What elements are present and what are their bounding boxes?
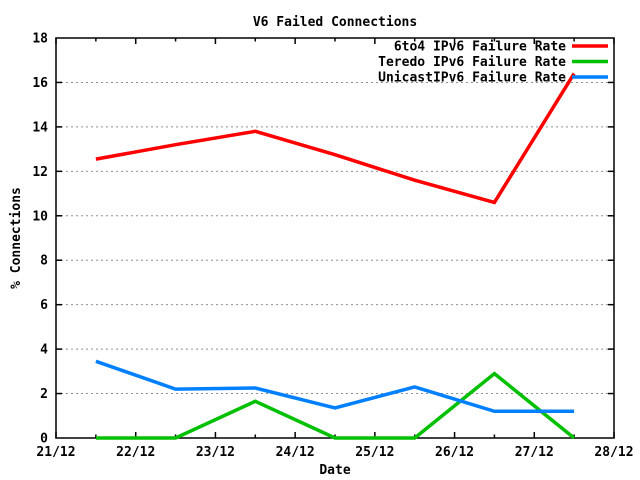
- x-tick-label: 21/12: [36, 445, 75, 460]
- series-lines: [95, 72, 576, 440]
- x-tick-label: 26/12: [435, 445, 474, 460]
- x-tick-label: 22/12: [116, 445, 155, 460]
- y-tick-label: 0: [40, 432, 48, 447]
- x-tick-label: 24/12: [276, 445, 315, 460]
- y-tick-label: 10: [32, 209, 48, 224]
- x-tick-label: 27/12: [515, 445, 554, 460]
- series-line-6to4-ipv6-failure-rate: [95, 72, 576, 205]
- axis-ticks: [55, 38, 615, 438]
- y-tick-label: 16: [32, 76, 48, 91]
- y-tick-label: 4: [40, 343, 48, 358]
- y-tick-labels: 0 2 4 6 8 10 12 14 16 18: [32, 32, 48, 447]
- y-tick-label: 12: [32, 165, 48, 180]
- y-tick-label: 18: [32, 32, 48, 47]
- x-axis-label: Date: [319, 463, 350, 478]
- y-tick-label: 14: [32, 120, 48, 135]
- chart-title: V6 Failed Connections: [253, 15, 417, 30]
- legend-label-6to4-ipv6-failure-rate: 6to4 IPv6 Failure Rate: [394, 40, 566, 55]
- y-tick-label: 6: [40, 298, 48, 313]
- y-axis-label: % Connections: [9, 187, 24, 289]
- series-line-teredo-ipv6-failure-rate: [95, 371, 576, 440]
- x-tick-label: 25/12: [355, 445, 394, 460]
- legend-label-unicastipv6-failure-rate: UnicastIPv6 Failure Rate: [378, 71, 566, 86]
- x-tick-label: 23/12: [196, 445, 235, 460]
- series-line-unicastipv6-failure-rate: [95, 359, 575, 414]
- gridlines: [56, 81, 614, 395]
- y-tick-label: 8: [40, 254, 48, 269]
- y-tick-label: 2: [40, 387, 48, 402]
- x-tick-label: 28/12: [594, 445, 633, 460]
- x-tick-labels: 21/12 22/12 23/12 24/12 25/12 26/12 27/12 28/12: [36, 445, 633, 460]
- legend-label-teredo-ipv6-failure-rate: Teredo IPv6 Failure Rate: [378, 55, 566, 70]
